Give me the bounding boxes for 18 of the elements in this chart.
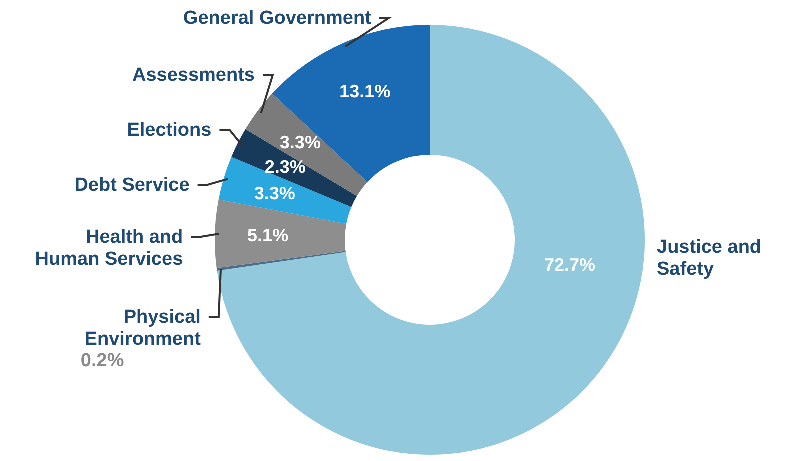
donut-slice	[232, 129, 358, 208]
slice-label: Assessments	[132, 64, 256, 86]
data-label: 2.3%	[264, 156, 306, 177]
data-label: 3.3%	[280, 132, 321, 153]
data-label: 72.7%	[544, 255, 596, 275]
donut-slice	[218, 157, 352, 224]
slice-label: Physical Environment	[84, 306, 202, 350]
data-label: 13.1%	[340, 82, 391, 102]
data-label: 0.2%	[80, 350, 124, 372]
donut-slice	[216, 251, 346, 271]
data-label: 5.1%	[248, 225, 289, 246]
slice-label: Elections	[127, 120, 212, 140]
donut-slice	[215, 200, 347, 268]
slice-label: Health and Human Services	[35, 226, 184, 270]
slice-label: Justice and Safety	[657, 236, 762, 280]
data-label: 3.3%	[254, 183, 296, 204]
slice-label: General Government	[183, 8, 372, 28]
slice-label: Debt Service	[74, 174, 190, 196]
